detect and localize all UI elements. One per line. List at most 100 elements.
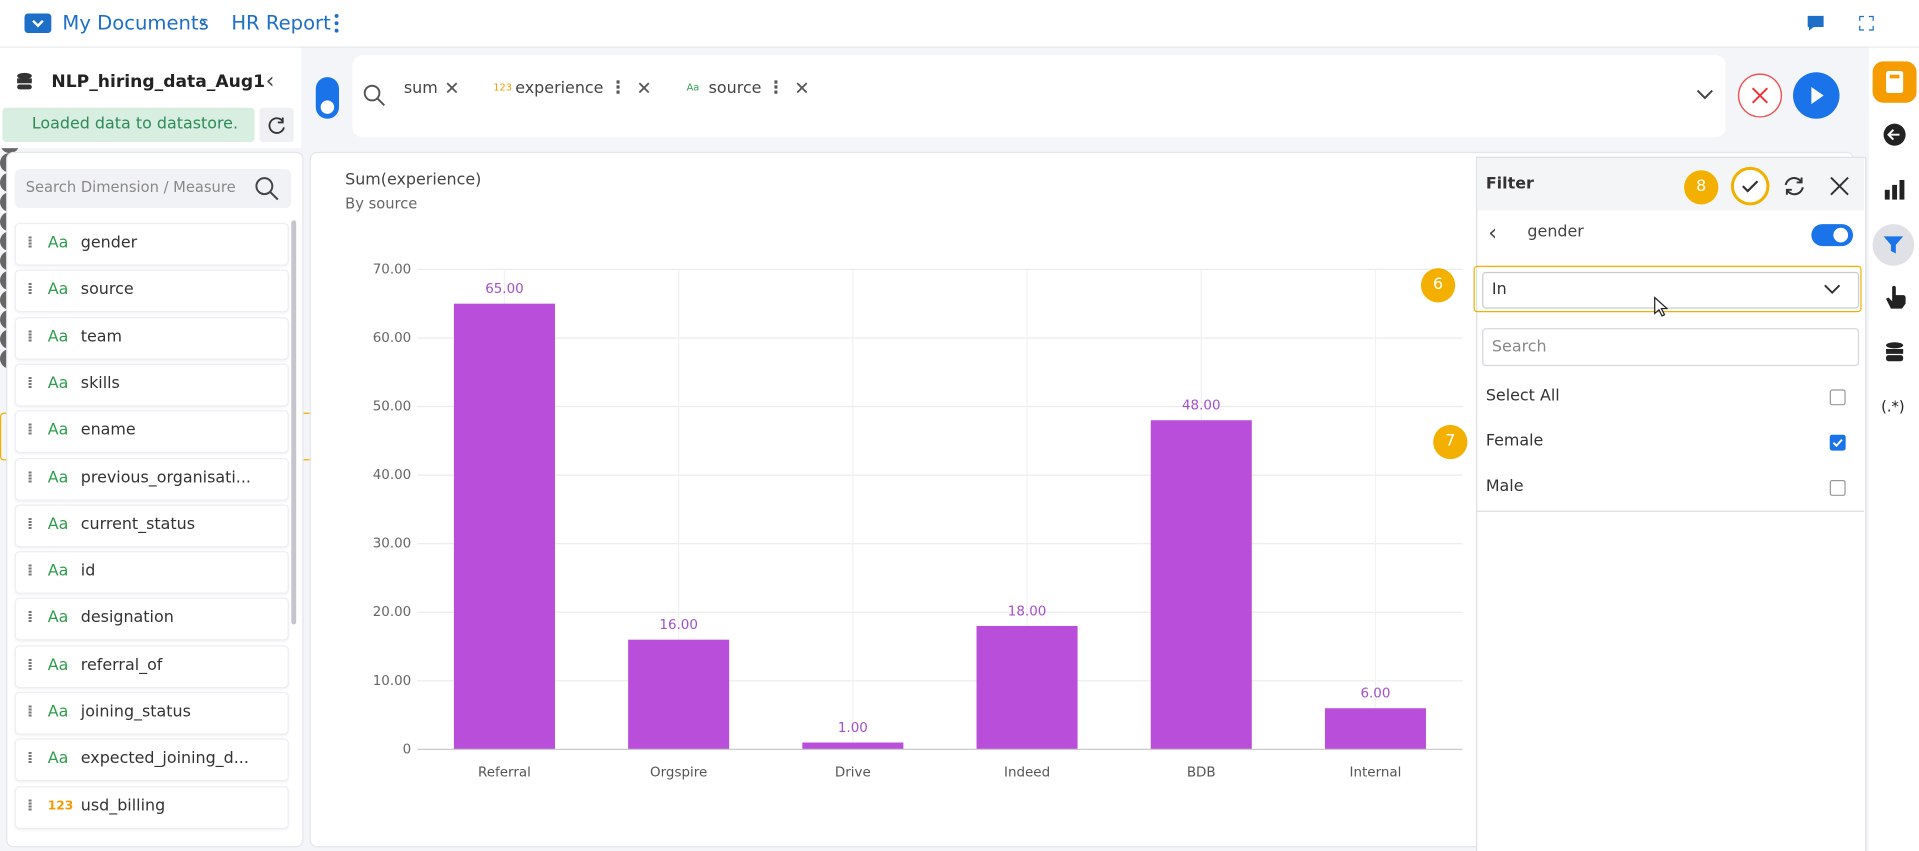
field-row[interactable]: [14, 691, 289, 735]
run-button[interactable]: [1792, 71, 1841, 120]
option-search[interactable]: [1482, 328, 1860, 367]
folder-icon[interactable]: [24, 11, 52, 34]
value-label: 18.00: [1008, 604, 1047, 619]
y-tick-label: 70.00: [373, 262, 412, 277]
filter-toggle[interactable]: [1811, 224, 1853, 247]
y-tick-label: 40.00: [373, 468, 412, 483]
back-nav-button[interactable]: [1882, 122, 1906, 146]
option-label: Male: [1485, 477, 1524, 496]
interaction-button[interactable]: [1882, 284, 1906, 311]
regex-button[interactable]: (.*): [1881, 397, 1905, 416]
step-badge: 7: [1433, 424, 1468, 460]
field-type: Aa: [47, 515, 69, 534]
operator-select[interactable]: [1482, 271, 1860, 309]
field-row[interactable]: [14, 738, 289, 782]
field-row[interactable]: [14, 504, 289, 548]
breadcrumb-report[interactable]: HR Report: [231, 11, 331, 35]
field-row[interactable]: [14, 644, 289, 688]
x-tick-label: Referral: [478, 766, 531, 781]
field-type: Aa: [47, 749, 69, 769]
field-type: Aa: [47, 233, 69, 253]
report-menu[interactable]: [333, 13, 340, 33]
chip-remove[interactable]: ✕: [794, 77, 810, 100]
field-search-placeholder: Search Dimension / Measure: [25, 178, 236, 196]
operator-value: In: [1491, 280, 1507, 299]
scrollbar[interactable]: [291, 220, 297, 625]
field-row[interactable]: [14, 551, 289, 594]
fullscreen-button[interactable]: [1859, 15, 1874, 31]
breadcrumb-root[interactable]: My Documents: [62, 11, 209, 35]
field-row[interactable]: [14, 785, 289, 829]
field-type: Aa: [47, 280, 69, 300]
x-tick-label: Orgspire: [650, 766, 707, 781]
dataset-name: NLP_hiring_data_Aug1: [51, 72, 266, 92]
collapse-panel[interactable]: ‹: [265, 68, 275, 95]
value-label: 6.00: [1360, 687, 1390, 702]
reset-filter[interactable]: [1782, 174, 1806, 198]
field-name: gender: [80, 233, 138, 253]
field-row[interactable]: [14, 598, 289, 641]
filter-header: [1477, 157, 1864, 211]
y-tick-label: 60.00: [373, 331, 412, 346]
chart-type-button[interactable]: [1884, 179, 1906, 201]
option-search-placeholder: Search: [1491, 337, 1547, 357]
right-sidebar: [1868, 47, 1919, 851]
field-type: Aa: [47, 468, 69, 487]
field-name: id: [80, 562, 96, 581]
filter-title: Filter: [1485, 175, 1534, 194]
value-label: 48.00: [1182, 399, 1221, 414]
field-name: expected_joining_d...: [80, 749, 249, 769]
field-search[interactable]: [14, 168, 292, 209]
operator-caret: [1824, 284, 1841, 295]
bar: [802, 742, 904, 750]
chip-type-icon: Aa: [686, 82, 700, 94]
field-row[interactable]: [14, 222, 289, 266]
field-type: Aa: [47, 562, 69, 581]
apply-filter[interactable]: [1730, 166, 1770, 206]
field-row[interactable]: [14, 363, 289, 407]
bar: [1324, 708, 1426, 750]
x-tick-label: Indeed: [1004, 766, 1050, 781]
step-badge: 6: [1420, 268, 1456, 303]
field-name: usd_billing: [80, 796, 166, 816]
chip-label: source: [708, 79, 762, 98]
data-button[interactable]: [1885, 342, 1905, 364]
option-checkbox[interactable]: [1829, 389, 1846, 406]
y-tick-label: 10.00: [373, 674, 412, 689]
divider: [1477, 510, 1864, 512]
comment-button[interactable]: [1806, 15, 1824, 32]
y-tick-label: 20.00: [373, 605, 412, 620]
chip-menu[interactable]: ⋮: [609, 78, 627, 98]
field-row[interactable]: [14, 457, 289, 501]
field-row[interactable]: [14, 269, 289, 313]
chip-remove[interactable]: ✕: [636, 77, 652, 100]
option-checkbox[interactable]: [1829, 434, 1846, 451]
field-name: joining_status: [80, 702, 191, 722]
properties-button[interactable]: [1872, 61, 1917, 103]
field-row[interactable]: [14, 316, 289, 360]
back-button[interactable]: ‹: [1488, 220, 1498, 247]
option-checkbox[interactable]: [1829, 480, 1846, 496]
bar: [453, 303, 555, 750]
field-name: referral_of: [80, 655, 163, 675]
field-name: ename: [80, 421, 136, 440]
chip-remove[interactable]: ✕: [444, 77, 460, 100]
close-filter[interactable]: [1830, 176, 1850, 196]
field-row[interactable]: [14, 410, 289, 454]
status-text: Loaded data to datastore.: [31, 115, 239, 134]
value-label: 1.00: [838, 721, 868, 736]
chip-menu[interactable]: ⋮: [767, 78, 785, 98]
clear-button[interactable]: [1737, 72, 1784, 119]
expand-query[interactable]: [1696, 88, 1713, 100]
chip-label: experience: [515, 79, 604, 98]
field-name: current_status: [80, 515, 196, 534]
x-tick-label: Internal: [1350, 766, 1402, 781]
breadcrumb-separator: ›: [199, 9, 208, 34]
y-tick-label: 0: [403, 742, 412, 757]
field-type: 123: [47, 799, 74, 813]
mode-toggle[interactable]: [315, 77, 340, 119]
filter-button[interactable]: [1871, 223, 1915, 267]
refresh-button[interactable]: [259, 107, 294, 143]
